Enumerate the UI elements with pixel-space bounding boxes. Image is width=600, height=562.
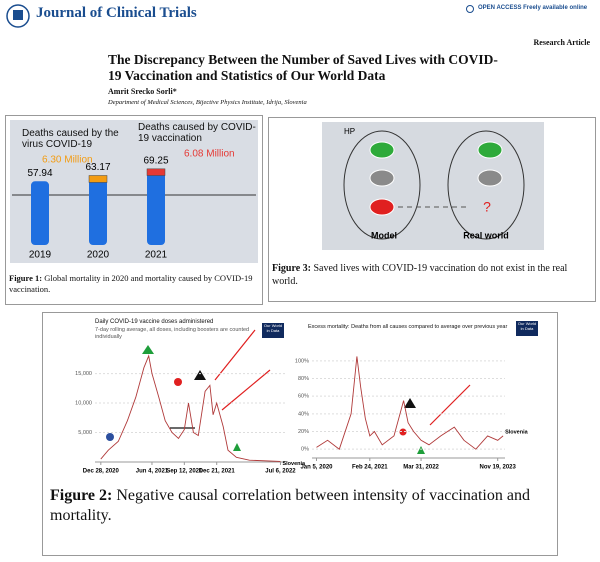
value-label: 69.25 <box>143 155 168 166</box>
y-tick-label: 0% <box>301 447 309 453</box>
caption-text: Negative causal correlation between inte… <box>50 487 530 524</box>
diagram-label: ? <box>483 199 491 215</box>
affiliation: Department of Medical Sciences, Bijectiv… <box>108 99 307 106</box>
caption-label: Figure 2: <box>50 487 113 504</box>
series-label: Slovenia <box>505 429 529 435</box>
bar <box>31 181 49 245</box>
open-access: OPEN ACCESS Freely available online <box>478 5 588 11</box>
annotation: Deaths caused by the virus COVID-19 <box>22 128 119 150</box>
x-tick-label: Feb 24, 2021 <box>352 465 388 471</box>
figure1-panel <box>10 120 258 263</box>
figure1-frame <box>5 115 263 305</box>
article-title: The Discrepancy Between the Number of Sa… <box>108 52 498 83</box>
value-label: 63.17 <box>85 162 110 173</box>
segment-label: 6.08 Million <box>184 149 235 160</box>
annotation: Deaths caused by COVID-19 vaccination <box>138 122 256 144</box>
diagram-label: Real world <box>463 230 509 240</box>
caption-label: Figure 1: <box>9 273 43 283</box>
grey-node <box>369 169 395 187</box>
x-tick-label: Sep 12, 2021 <box>166 469 203 475</box>
model-ellipse <box>343 130 421 240</box>
marker-star <box>417 446 425 454</box>
owid-logo: Our World in Data <box>262 323 284 338</box>
arrow <box>221 369 271 411</box>
real-world-ellipse <box>447 130 525 240</box>
arrow <box>214 329 256 381</box>
figure3-frame <box>268 117 596 302</box>
caption-label: Figure 3: <box>272 263 311 274</box>
article-type: Research Article <box>533 38 591 47</box>
y-tick-label: 15,000 <box>75 371 92 377</box>
journal-logo-mark <box>13 10 23 20</box>
bar-segment <box>88 175 108 183</box>
y-tick-label: 20% <box>298 429 309 435</box>
bar-segment <box>146 168 166 176</box>
figure2-frame <box>42 312 558 556</box>
arrow <box>429 384 471 426</box>
y-tick-label: 10,000 <box>75 401 92 407</box>
value-label: 57.94 <box>27 168 52 179</box>
green-node <box>477 141 503 159</box>
line-series <box>100 354 281 462</box>
x-tick-label: Jun 4, 2021 <box>136 469 169 475</box>
x-tick-label: Jul 6, 2022 <box>265 469 296 475</box>
figure3-caption: Figure 3: Saved lives with COVID-19 vacc… <box>272 262 592 288</box>
open-access-icon <box>466 5 474 13</box>
marker-circle <box>399 428 407 436</box>
marker-star <box>233 443 241 451</box>
marker-triangle <box>142 345 154 354</box>
y-tick-label: 100% <box>295 358 309 364</box>
author: Amrit Srecko Sorli* <box>108 87 177 96</box>
y-tick-label: 40% <box>298 411 309 417</box>
x-tick-label: Dec 21, 2021 <box>199 469 236 475</box>
x-tick-label: Mar 31, 2022 <box>403 465 439 471</box>
marker-triangle <box>404 398 416 408</box>
category-label: 2019 <box>29 250 52 261</box>
series-label: Slovenia <box>282 461 306 467</box>
segment-label: 6.30 Million <box>42 155 93 166</box>
red-node <box>369 198 395 216</box>
marker-circle <box>106 433 114 441</box>
figure2-caption: Figure 2: Negative causal correlation be… <box>50 486 550 526</box>
category-label: 2021 <box>145 250 168 261</box>
marker-triangle <box>194 370 206 380</box>
x-tick-label: Jan 5, 2020 <box>300 465 333 471</box>
line-series <box>316 356 504 450</box>
journal-name: Journal of Clinical Trials <box>36 5 197 21</box>
chart-title: Excess mortality: Deaths from all causes… <box>308 324 508 330</box>
bar <box>89 175 107 245</box>
marker-circle <box>174 378 182 386</box>
x-tick-label: Nov 19, 2023 <box>480 465 517 471</box>
chart-title: Daily COVID-19 vaccine doses administere… <box>95 319 214 325</box>
y-tick-label: 60% <box>298 394 309 400</box>
owid-logo: Our World in Data <box>516 321 538 336</box>
y-tick-label: 80% <box>298 376 309 382</box>
caption-text: Global mortality in 2020 and mortality c… <box>9 273 253 294</box>
y-tick-label: 5,000 <box>78 430 92 436</box>
grey-node <box>477 169 503 187</box>
chart-subtitle: 7-day rolling average, all doses, includ… <box>95 327 250 340</box>
diagram-label: HP <box>344 127 355 136</box>
figure1-caption: Figure 1: Global mortality in 2020 and m… <box>9 273 259 295</box>
bar <box>147 168 165 245</box>
caption-text: Saved lives with COVID-19 vaccination do… <box>272 263 568 287</box>
category-label: 2020 <box>87 250 110 261</box>
x-tick-label: Dec 28, 2020 <box>83 469 120 475</box>
green-node <box>369 141 395 159</box>
diagram-label: Model <box>371 230 397 240</box>
